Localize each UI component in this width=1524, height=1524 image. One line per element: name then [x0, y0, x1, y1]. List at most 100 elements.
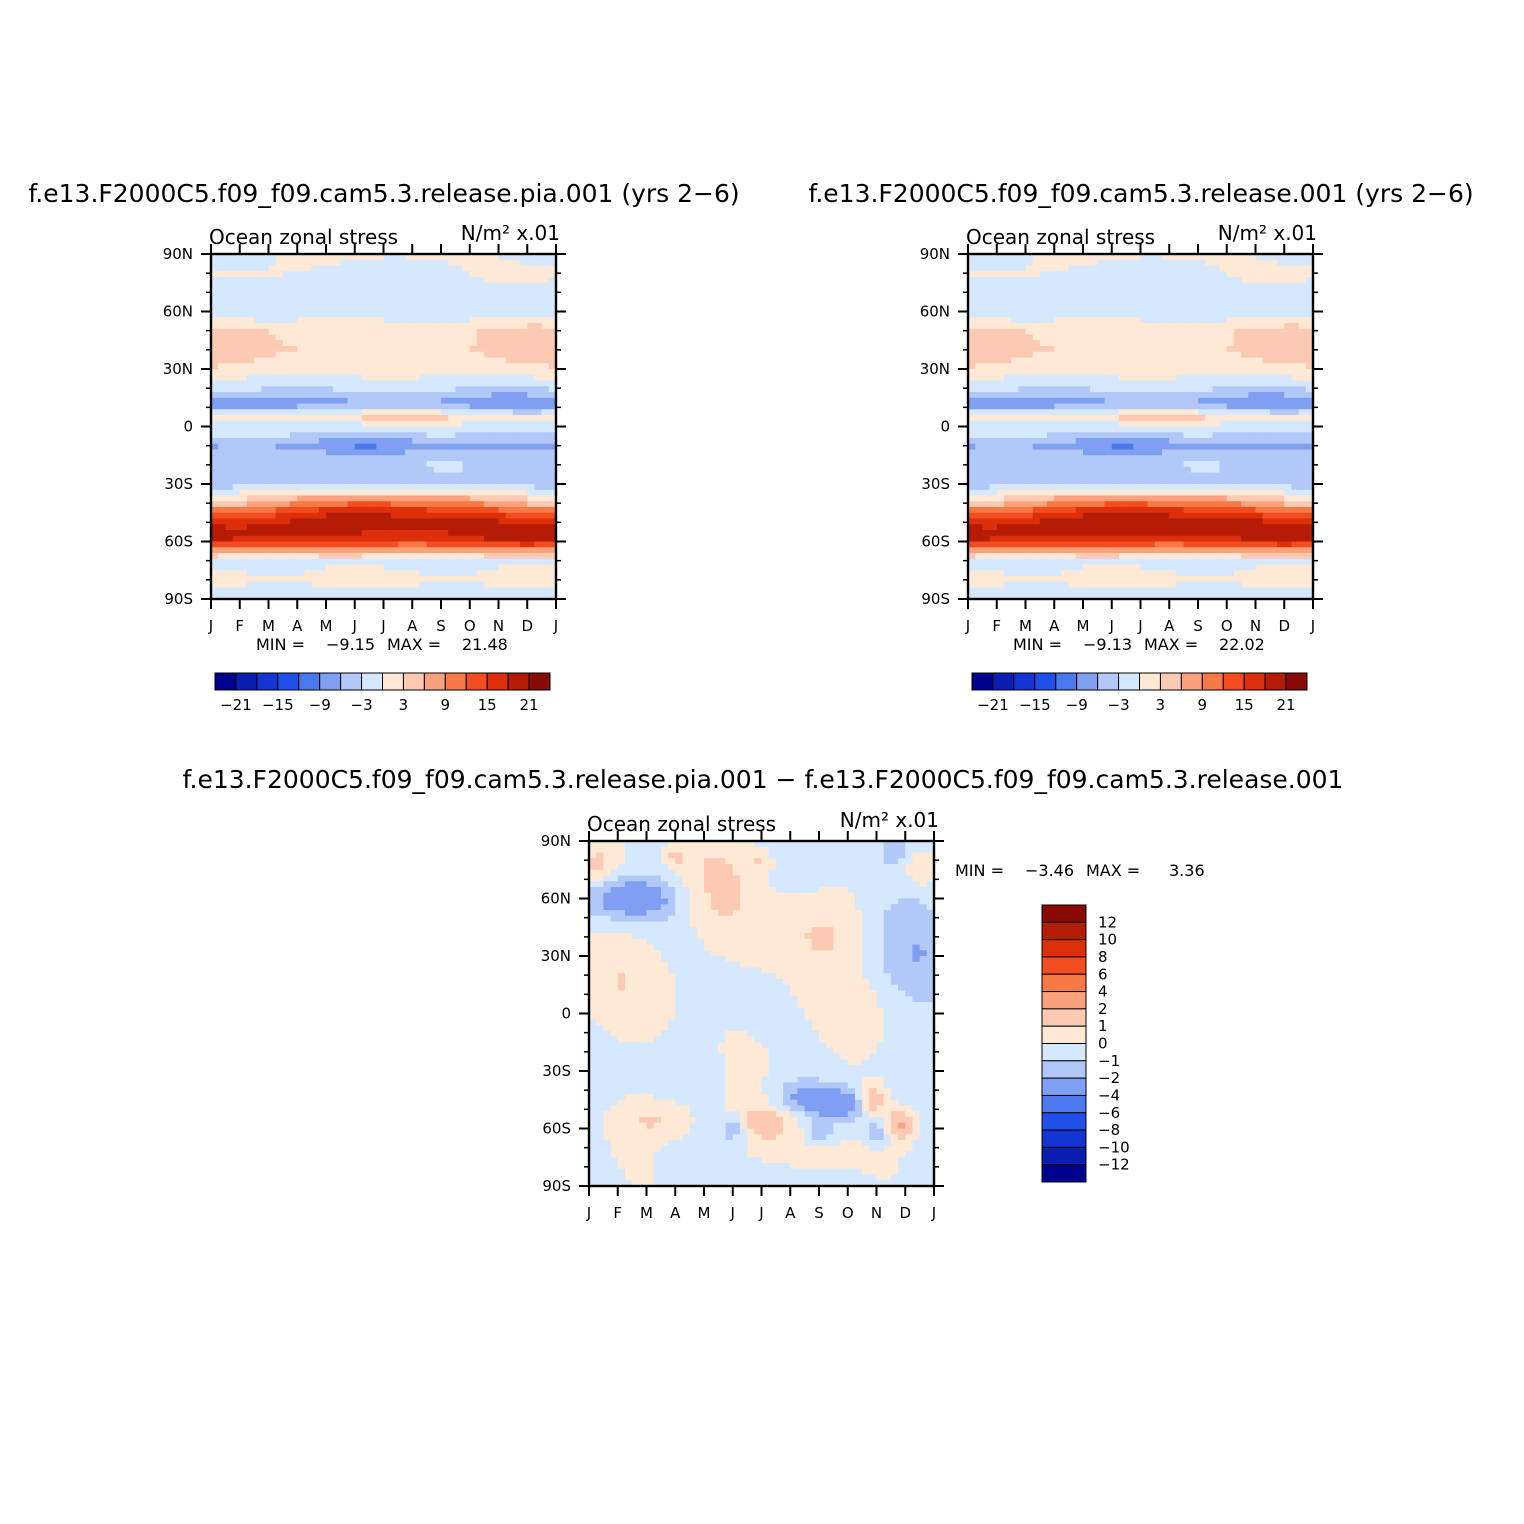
- field-cell: [484, 386, 492, 393]
- panel-2: f.e13.F2000C5.f09_f09.cam5.3.release.001…: [808, 179, 1473, 714]
- field-cell: [1104, 294, 1113, 301]
- field-cell: [397, 305, 406, 313]
- field-cell: [1025, 581, 1034, 589]
- field-cell: [520, 288, 528, 295]
- field-cell: [1176, 593, 1185, 600]
- field-cell: [1104, 518, 1113, 525]
- field-cell: [318, 438, 327, 445]
- field-cell: [1133, 357, 1142, 364]
- field-cell: [311, 524, 320, 531]
- field-cell: [326, 351, 334, 359]
- field-cell: [1190, 443, 1199, 451]
- field-cell: [433, 369, 442, 376]
- field-cell: [1075, 351, 1084, 359]
- field-cell: [433, 403, 442, 410]
- field-cell: [1162, 553, 1170, 560]
- field-cell: [1183, 484, 1192, 491]
- field-cell: [491, 415, 500, 422]
- field-cell: [376, 495, 385, 502]
- field-cell: [397, 558, 406, 566]
- field-cell: [505, 403, 514, 410]
- field-cell: [1154, 271, 1163, 278]
- field-cell: [491, 432, 500, 439]
- field-cell: [1061, 380, 1070, 387]
- field-cell: [268, 300, 277, 307]
- field-cell: [1039, 369, 1048, 376]
- field-cell: [448, 369, 456, 376]
- field-cell: [397, 334, 406, 341]
- field-cell: [347, 535, 356, 543]
- field-cell: [311, 288, 320, 295]
- field-cell: [433, 438, 442, 445]
- field-cell: [311, 570, 320, 577]
- field-cell: [333, 380, 341, 387]
- field-cell: [369, 259, 377, 267]
- field-cell: [491, 369, 500, 376]
- field-cell: [1111, 593, 1120, 600]
- field-cell: [311, 311, 320, 318]
- field-cell: [455, 277, 464, 284]
- field-cell: [498, 495, 507, 502]
- field-cell: [534, 294, 543, 301]
- field-cell: [369, 340, 377, 347]
- field-cell: [462, 409, 471, 416]
- field-cell: [996, 478, 1005, 485]
- field-cell: [982, 351, 991, 359]
- field-cell: [290, 512, 298, 520]
- field-cell: [1083, 403, 1091, 410]
- field-cell: [297, 265, 306, 272]
- field-cell: [1183, 277, 1192, 284]
- field-cell: [520, 461, 528, 468]
- field-cell: [1154, 524, 1163, 531]
- field-cell: [996, 535, 1005, 543]
- field-cell: [1054, 587, 1063, 594]
- field-cell: [1090, 300, 1098, 307]
- field-cell: [1140, 334, 1149, 341]
- field-cell: [996, 420, 1005, 428]
- field-cell: [968, 334, 976, 341]
- field-cell: [426, 576, 435, 583]
- field-cell: [1097, 466, 1106, 474]
- field-cell: [1047, 311, 1055, 318]
- field-cell: [1032, 317, 1041, 324]
- field-cell: [462, 334, 471, 341]
- field-cell: [405, 484, 413, 491]
- field-cell: [441, 265, 449, 272]
- field-cell: [390, 265, 399, 272]
- field-cell: [340, 415, 349, 422]
- field-cell: [1054, 478, 1063, 485]
- field-cell: [225, 259, 234, 267]
- field-cell: [390, 564, 399, 571]
- field-cell: [297, 507, 306, 514]
- field-cell: [534, 558, 543, 566]
- field-cell: [1075, 472, 1084, 479]
- field-cell: [369, 449, 377, 456]
- field-cell: [304, 587, 313, 594]
- field-cell: [318, 288, 327, 295]
- field-cell: [548, 426, 557, 433]
- field-cell: [376, 259, 385, 267]
- field-cell: [968, 403, 976, 410]
- field-cell: [1054, 265, 1063, 272]
- field-cell: [419, 564, 428, 571]
- field-cell: [1075, 466, 1084, 474]
- field-cell: [989, 461, 998, 468]
- field-cell: [412, 495, 421, 502]
- field-cell: [318, 392, 327, 399]
- field-cell: [361, 265, 370, 272]
- field-cell: [491, 507, 500, 514]
- field-cell: [304, 374, 313, 382]
- field-cell: [333, 553, 341, 560]
- field-cell: [383, 443, 392, 451]
- field-cell: [498, 288, 507, 295]
- field-cell: [1011, 300, 1019, 307]
- field-cell: [297, 277, 306, 284]
- field-cell: [1118, 294, 1127, 301]
- field-cell: [1075, 340, 1084, 347]
- field-cell: [354, 449, 363, 456]
- field-cell: [239, 512, 248, 520]
- field-cell: [996, 570, 1005, 577]
- field-cell: [541, 415, 550, 422]
- field-cell: [1154, 346, 1163, 353]
- field-cell: [982, 340, 991, 347]
